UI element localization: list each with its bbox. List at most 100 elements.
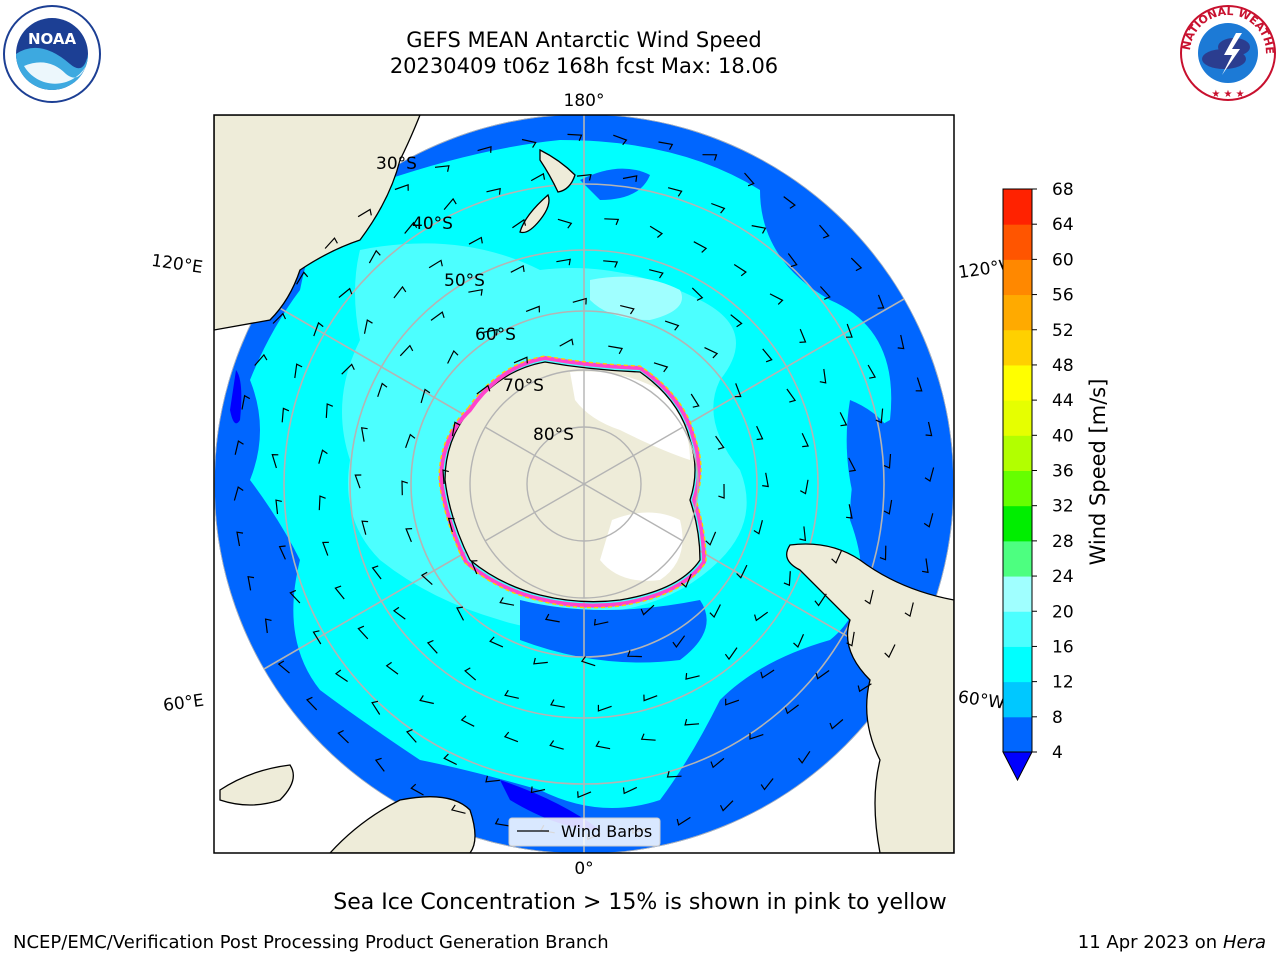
graticule-inner bbox=[469, 369, 699, 599]
graticule bbox=[214, 115, 954, 853]
wind-barb bbox=[525, 305, 540, 313]
wind-barb bbox=[354, 474, 362, 489]
wind-barb bbox=[829, 719, 844, 730]
chart-title: GEFS MEAN Antarctic Wind Speed bbox=[406, 28, 762, 52]
wind-barb bbox=[464, 667, 477, 681]
wind-barb bbox=[724, 647, 738, 661]
wind-barb bbox=[597, 704, 612, 712]
wind-barb bbox=[877, 294, 885, 309]
wind-barb bbox=[653, 362, 669, 373]
wind-barb bbox=[334, 669, 348, 682]
wind-barb bbox=[799, 328, 807, 343]
wind-barb bbox=[681, 573, 692, 588]
noaa-logo-text: NOAA bbox=[28, 30, 77, 48]
wind-barb bbox=[783, 571, 791, 587]
wind-barb bbox=[533, 657, 548, 665]
wind-barb bbox=[921, 558, 929, 574]
wind-barb bbox=[371, 700, 381, 715]
wind-barb bbox=[627, 650, 642, 658]
colorbar-swatch bbox=[1003, 189, 1032, 225]
wind-barb bbox=[800, 479, 809, 495]
colorbar-swatch bbox=[1003, 540, 1032, 577]
wind-barb bbox=[550, 699, 565, 708]
wind-barb bbox=[477, 145, 492, 153]
wind-barb bbox=[733, 263, 747, 277]
wind-barb bbox=[296, 271, 309, 285]
wind-barb bbox=[730, 314, 743, 328]
wind-barb bbox=[756, 425, 764, 441]
ocean-disc bbox=[214, 115, 954, 853]
colorbar-swatch bbox=[1003, 716, 1032, 753]
wind-barb bbox=[783, 196, 796, 209]
wind-barb bbox=[360, 427, 368, 442]
lon-label-0: 0° bbox=[574, 859, 593, 879]
wind-barb bbox=[801, 433, 809, 448]
wind-barb bbox=[572, 297, 587, 305]
colorbar-tick-label: 56 bbox=[1052, 286, 1074, 306]
wind-barb bbox=[744, 172, 755, 187]
wind-barb bbox=[904, 602, 914, 618]
colorbar-tick-label: 48 bbox=[1052, 356, 1074, 376]
wind-barb bbox=[577, 791, 592, 799]
lon-label-120e: 120°E bbox=[150, 251, 204, 278]
colorbar-tick-label: 20 bbox=[1052, 602, 1074, 622]
wind-barb bbox=[690, 393, 700, 408]
wind-barb bbox=[786, 388, 797, 403]
wind-barb bbox=[468, 288, 483, 296]
legend-wind-barbs: Wind Barbs bbox=[561, 822, 652, 841]
wind-barb bbox=[915, 377, 923, 392]
wind-barb bbox=[846, 504, 853, 519]
wind-barb bbox=[559, 338, 574, 347]
colorbar-swatch bbox=[1003, 646, 1032, 683]
wind-barb bbox=[234, 440, 244, 455]
lat-label-80s: 80°S bbox=[533, 425, 574, 445]
wind-zone-8-12 bbox=[250, 140, 892, 808]
wind-barb bbox=[787, 253, 798, 268]
wind-barb bbox=[313, 321, 324, 337]
colorbar-tick-label: 4 bbox=[1052, 743, 1063, 763]
wind-barb bbox=[254, 353, 268, 366]
wind-barb bbox=[622, 175, 638, 182]
wind-barb bbox=[734, 383, 742, 398]
wind-barb bbox=[685, 673, 700, 680]
lat-label-40s: 40°S bbox=[412, 214, 453, 234]
wind-barb bbox=[341, 363, 355, 375]
wind-barb bbox=[450, 804, 466, 814]
colorbar-swatch bbox=[1003, 435, 1032, 471]
wind-barb bbox=[486, 187, 501, 195]
colorbar-swatch bbox=[1003, 400, 1032, 436]
wind-barb bbox=[489, 636, 504, 648]
wind-barb bbox=[658, 141, 674, 150]
wind-barb bbox=[711, 202, 726, 214]
colorbar-swatch bbox=[1003, 294, 1032, 331]
lon-label-60e: 60°E bbox=[162, 691, 205, 716]
wind-barb bbox=[530, 786, 546, 794]
wind-barb bbox=[850, 257, 863, 272]
lon-label-180: 180° bbox=[564, 91, 605, 111]
wind-barb bbox=[710, 757, 725, 769]
wind-barb bbox=[736, 564, 748, 579]
wind-barb bbox=[709, 604, 721, 619]
wind-barb bbox=[521, 138, 537, 148]
land bbox=[214, 115, 954, 853]
wind-barb bbox=[718, 483, 725, 499]
wind-barb bbox=[798, 750, 811, 764]
wind-barb bbox=[567, 133, 583, 142]
wind-barb bbox=[420, 571, 433, 586]
wind-barb bbox=[704, 347, 719, 359]
colorbar-tick-label: 8 bbox=[1052, 708, 1063, 728]
wind-barb bbox=[762, 348, 773, 363]
wind-barb bbox=[404, 221, 418, 234]
wind-barb bbox=[305, 696, 318, 711]
wind-barb bbox=[754, 611, 769, 622]
lon-label-60w: 60°W bbox=[957, 687, 1006, 713]
wind-barb bbox=[410, 783, 424, 796]
lat-label-50s: 50°S bbox=[444, 271, 485, 291]
longitude-labels: 180° 0° 120°E 120°W 60°E 60°W bbox=[150, 91, 1017, 879]
wind-barb bbox=[294, 363, 303, 379]
colorbar-frame bbox=[1002, 188, 1033, 752]
wind-barb bbox=[595, 740, 611, 750]
wind-barb bbox=[503, 731, 519, 743]
wind-barb bbox=[430, 311, 445, 321]
wind-barb bbox=[640, 604, 655, 616]
